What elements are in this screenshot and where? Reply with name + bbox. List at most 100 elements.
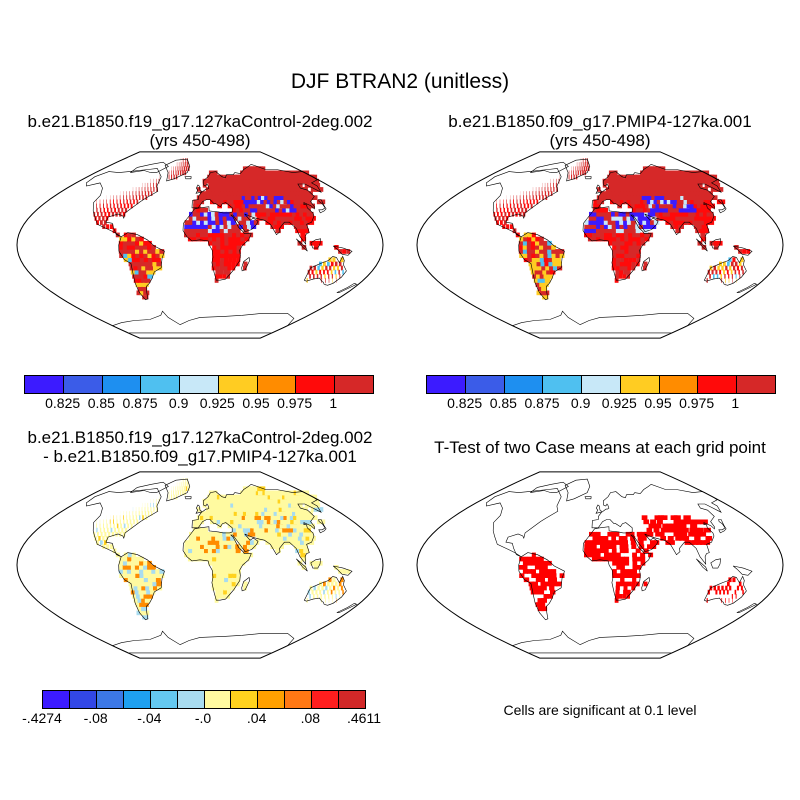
coastline	[485, 488, 562, 557]
colorbar-control-label: 0.925	[199, 395, 235, 411]
colorbar-pmip4	[426, 375, 776, 394]
coastline	[564, 478, 591, 502]
map-outline	[16, 471, 384, 659]
colorbar-control-swatch	[141, 376, 181, 393]
coastline	[333, 245, 353, 256]
colorbar-control-label: 0.825	[45, 395, 81, 411]
coastline	[318, 199, 327, 214]
map-grid-cells	[518, 515, 744, 612]
colorbar-control-label: 1	[329, 395, 338, 411]
coastline	[195, 504, 202, 514]
coastline	[303, 575, 347, 606]
significance-note: Cells are significant at 0.1 level	[503, 702, 697, 718]
coastline	[641, 576, 651, 592]
colorbar-control-label: 0.9	[168, 395, 189, 411]
map-outline	[416, 471, 784, 659]
coastline	[130, 161, 169, 173]
panel-title-pmip4-line1: b.e21.B1850.f09_g17.PMIP4-127ka.001	[448, 112, 752, 131]
coastline	[530, 481, 569, 493]
colorbar-difference-swatch	[231, 691, 259, 708]
colorbar-difference-swatch	[123, 691, 151, 708]
coastline	[85, 488, 162, 557]
colorbar-difference-swatch	[204, 691, 232, 708]
coastline	[336, 602, 358, 613]
colorbar-pmip4-label: 0.825	[447, 395, 483, 411]
map-outline	[16, 151, 384, 339]
colorbar-pmip4-swatch	[698, 376, 738, 393]
colorbar-difference-swatch	[285, 691, 313, 708]
coastline	[584, 176, 592, 180]
coastline	[303, 255, 347, 286]
colorbar-difference-swatch	[150, 691, 178, 708]
colorbar-control-label: 0.85	[87, 395, 115, 411]
panel-title-ttest-line1: T-Test of two Case means at each grid po…	[434, 438, 766, 457]
colorbar-pmip4-label: 0.85	[489, 395, 517, 411]
panel-title-difference: b.e21.B1850.f19_g17.127kaControl-2deg.00…	[0, 428, 400, 466]
colorbar-difference-label: -.0	[194, 710, 212, 726]
colorbar-control-swatch	[218, 376, 258, 393]
colorbar-difference-swatch	[69, 691, 97, 708]
colorbar-control-swatch	[102, 376, 142, 393]
colorbar-difference	[42, 690, 366, 709]
colorbar-difference-label: .08	[300, 710, 321, 726]
colorbar-control-swatch	[25, 376, 64, 393]
coastline	[736, 602, 758, 613]
colorbar-control-swatch	[335, 376, 374, 393]
colorbar-pmip4-label: 0.875	[524, 395, 560, 411]
colorbar-difference-swatch	[258, 691, 286, 708]
colorbar-control-label: 0.95	[242, 395, 270, 411]
colorbar-difference-label: -.4274	[22, 710, 62, 726]
coastline	[718, 199, 727, 214]
coastline	[696, 238, 708, 252]
colorbar-pmip4-swatch	[504, 376, 544, 393]
coastline	[130, 481, 169, 493]
colorbar-pmip4-swatch	[543, 376, 583, 393]
coastline	[703, 575, 747, 606]
colorbar-pmip4-label: 0.9	[570, 395, 591, 411]
colorbar-pmip4-swatch	[465, 376, 505, 393]
map-grid-cells	[493, 158, 751, 300]
colorbar-pmip4-swatch	[427, 376, 466, 393]
coastline	[710, 238, 721, 249]
coastline	[518, 552, 565, 621]
coastline	[485, 168, 562, 237]
panel-title-control: b.e21.B1850.f19_g17.127kaControl-2deg.00…	[0, 112, 400, 150]
coastline	[118, 552, 165, 621]
coastline	[530, 161, 569, 173]
colorbar-difference-label: -.04	[137, 710, 162, 726]
colorbar-difference-swatch	[96, 691, 124, 708]
colorbar-pmip4-label: 0.925	[601, 395, 637, 411]
coastline	[703, 255, 747, 286]
coastline	[182, 163, 322, 281]
colorbar-pmip4-label: 0.975	[679, 395, 715, 411]
coastline	[336, 282, 358, 293]
colorbar-difference-label: .04	[246, 710, 267, 726]
coastline	[296, 558, 308, 572]
colorbar-pmip4-swatch	[659, 376, 699, 393]
colorbar-difference-swatch	[312, 691, 340, 708]
panel-title-ttest: T-Test of two Case means at each grid po…	[400, 438, 800, 457]
colorbar-control-swatch	[180, 376, 219, 393]
coastline	[333, 565, 353, 576]
coastline	[710, 558, 721, 569]
coastline	[718, 519, 727, 534]
coastline	[518, 232, 565, 301]
colorbar-control	[24, 375, 374, 394]
colorbar-difference-label: .4611	[347, 710, 381, 726]
coastline	[736, 282, 758, 293]
map-outline	[416, 151, 784, 339]
coastline	[310, 238, 321, 249]
map-grid-cells	[93, 478, 351, 620]
colorbar-pmip4-swatch	[620, 376, 660, 393]
coastline	[584, 496, 592, 500]
coastline	[118, 232, 165, 301]
coastline	[733, 245, 753, 256]
panel-title-pmip4: b.e21.B1850.f09_g17.PMIP4-127ka.001 (yrs…	[400, 112, 800, 150]
coastline	[85, 168, 162, 237]
colorbar-difference-swatch	[177, 691, 205, 708]
coastline	[582, 483, 722, 601]
